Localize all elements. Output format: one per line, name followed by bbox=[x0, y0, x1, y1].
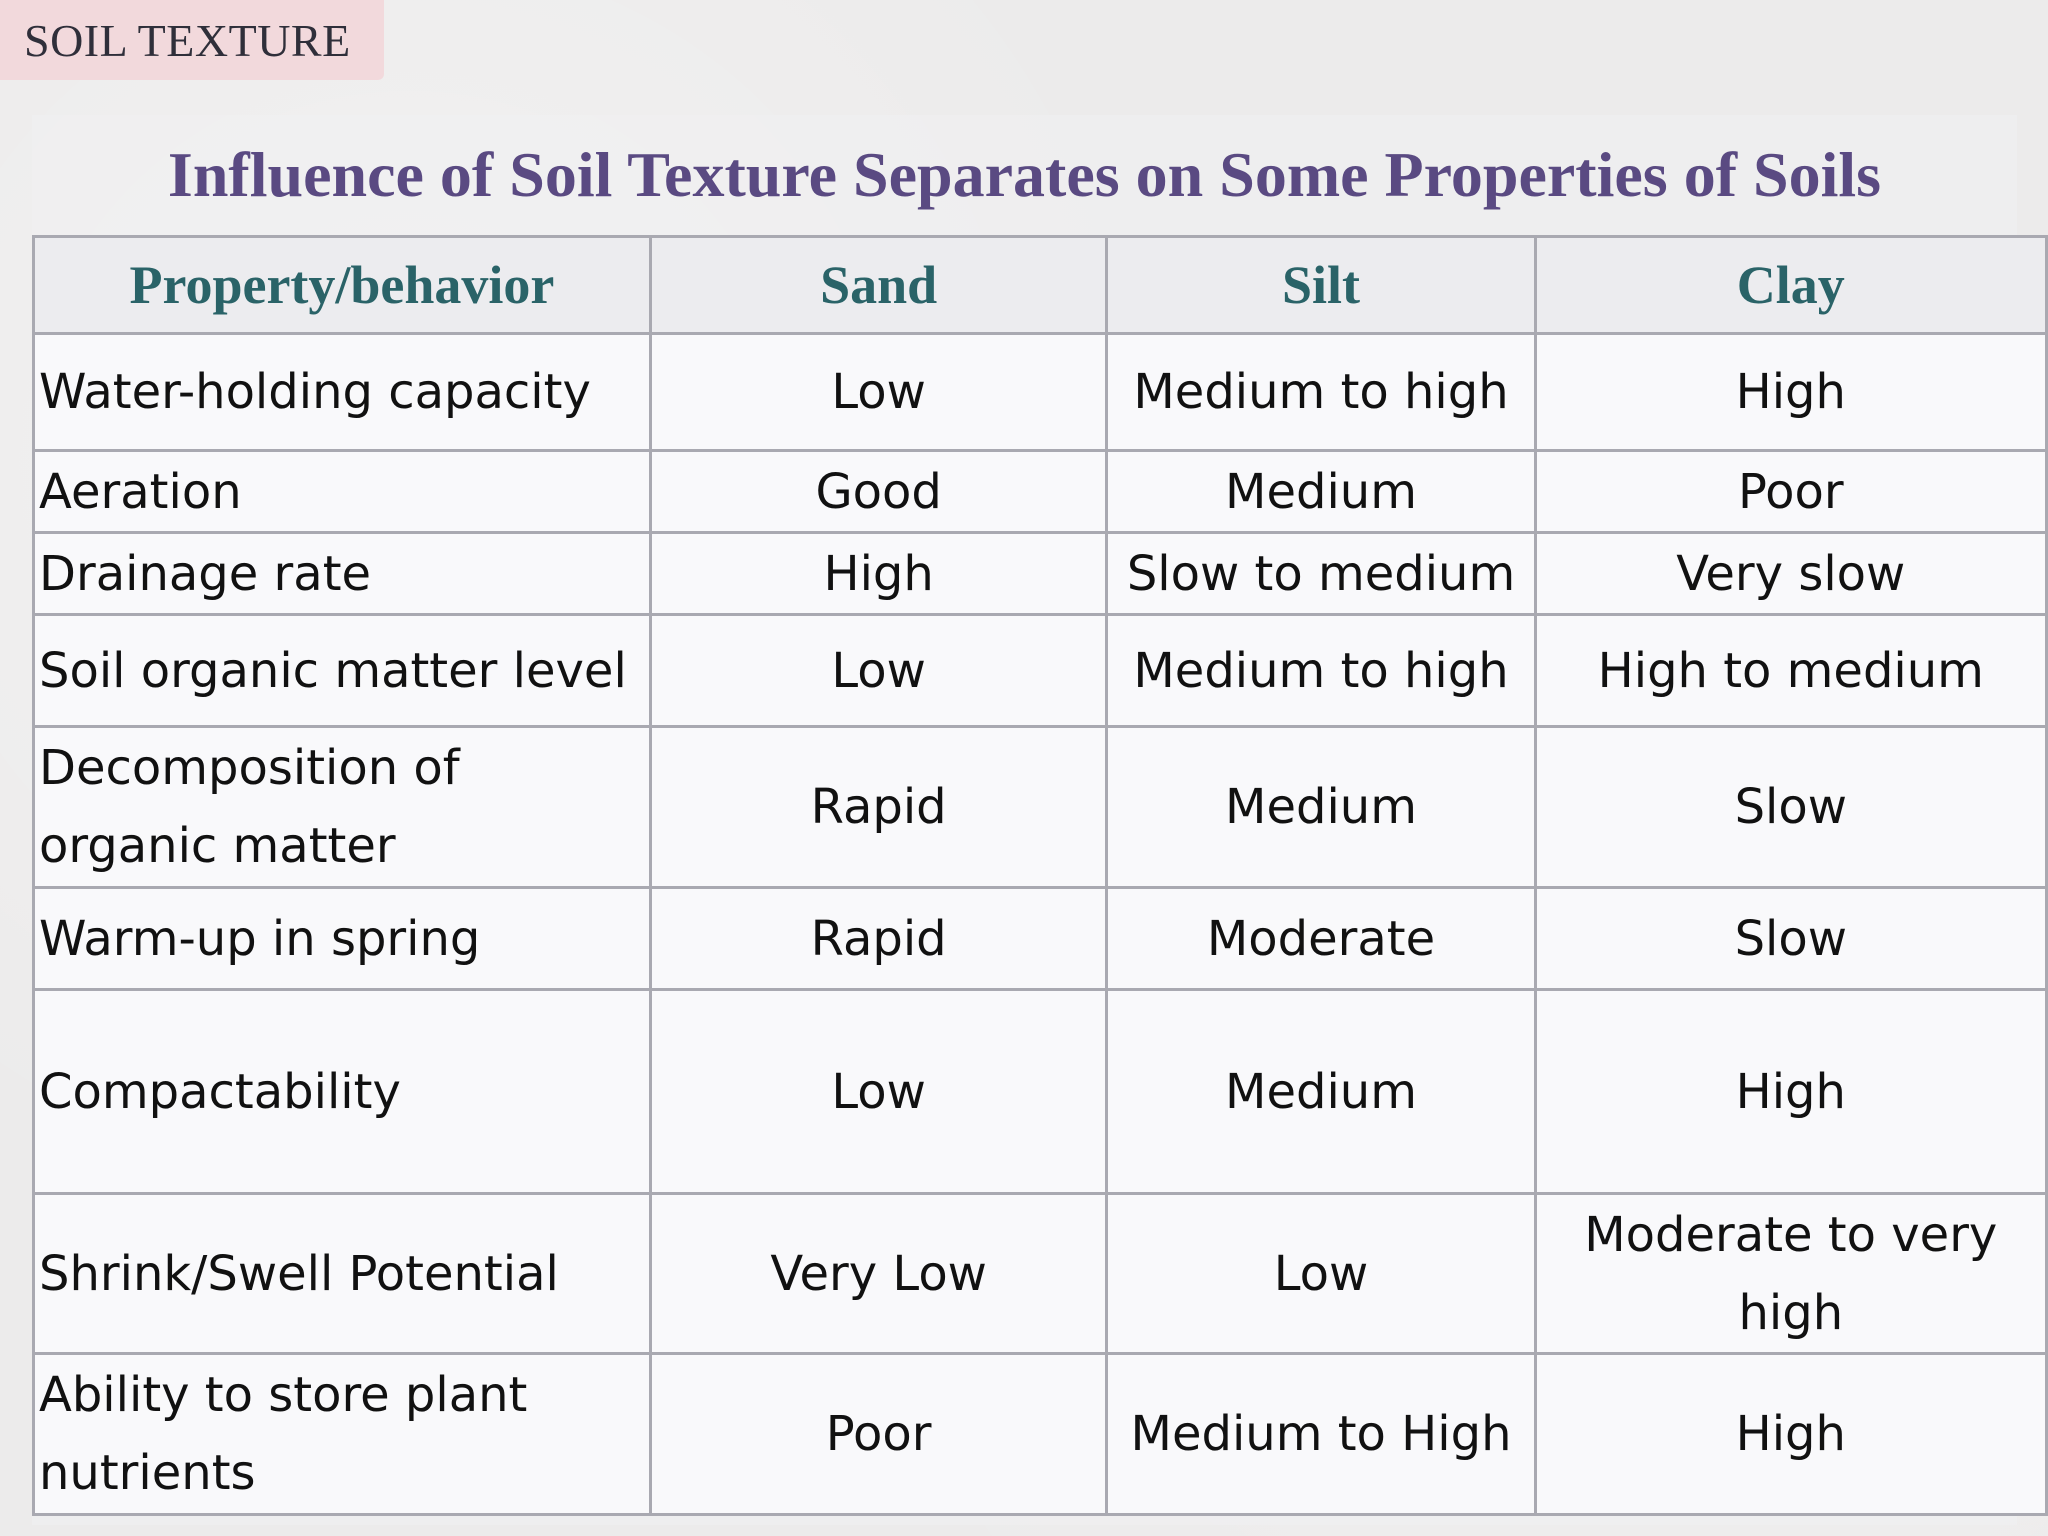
sand-cell: Very Low bbox=[648, 1192, 1109, 1355]
header-property: Property/behavior bbox=[32, 235, 652, 335]
table-row: Drainage rate High Slow to medium Very s… bbox=[32, 531, 2048, 616]
sand-cell: Low bbox=[648, 613, 1109, 728]
clay-cell: Slow bbox=[1533, 886, 2048, 991]
property-cell: Ability to store plant nutrients bbox=[32, 1352, 652, 1516]
silt-cell: Medium bbox=[1105, 449, 1537, 534]
table-header-row: Property/behavior Sand Silt Clay bbox=[32, 235, 2048, 335]
silt-cell: Moderate bbox=[1105, 886, 1537, 991]
slide-title: Influence of Soil Texture Separates on S… bbox=[167, 139, 1882, 210]
silt-cell: Medium to high bbox=[1105, 332, 1537, 452]
silt-cell: Low bbox=[1105, 1192, 1537, 1355]
table-row: Shrink/Swell Potential Very Low Low Mode… bbox=[32, 1192, 2048, 1355]
header-clay: Clay bbox=[1533, 235, 2048, 335]
clay-cell: Moderate to very high bbox=[1533, 1192, 2048, 1355]
clay-cell: Very slow bbox=[1533, 531, 2048, 616]
sand-cell: High bbox=[648, 531, 1109, 616]
clay-cell: High bbox=[1533, 332, 2048, 452]
header-sand: Sand bbox=[648, 235, 1109, 335]
table-row: Compactability Low Medium High bbox=[32, 988, 2048, 1195]
soil-properties-table: Property/behavior Sand Silt Clay Water-h… bbox=[32, 235, 2048, 1516]
property-cell: Shrink/Swell Potential bbox=[32, 1192, 652, 1355]
sand-cell: Low bbox=[648, 988, 1109, 1195]
clay-cell: High bbox=[1533, 988, 2048, 1195]
sand-cell: Low bbox=[648, 332, 1109, 452]
silt-cell: Medium to High bbox=[1105, 1352, 1537, 1516]
clay-cell: High bbox=[1533, 1352, 2048, 1516]
header-silt: Silt bbox=[1105, 235, 1537, 335]
clay-cell: Poor bbox=[1533, 449, 2048, 534]
sand-cell: Rapid bbox=[648, 725, 1109, 889]
property-cell: Soil organic matter level bbox=[32, 613, 652, 728]
table-row: Decomposition of organic matter Rapid Me… bbox=[32, 725, 2048, 889]
table-row: Ability to store plant nutrients Poor Me… bbox=[32, 1352, 2048, 1516]
section-tag: SOIL TEXTURE bbox=[0, 0, 384, 80]
silt-cell: Medium bbox=[1105, 988, 1537, 1195]
table-row: Aeration Good Medium Poor bbox=[32, 449, 2048, 534]
property-cell: Drainage rate bbox=[32, 531, 652, 616]
sand-cell: Rapid bbox=[648, 886, 1109, 991]
sand-cell: Good bbox=[648, 449, 1109, 534]
table-row: Soil organic matter level Low Medium to … bbox=[32, 613, 2048, 728]
silt-cell: Slow to medium bbox=[1105, 531, 1537, 616]
silt-cell: Medium bbox=[1105, 725, 1537, 889]
property-cell: Warm-up in spring bbox=[32, 886, 652, 991]
sand-cell: Poor bbox=[648, 1352, 1109, 1516]
table-row: Water-holding capacity Low Medium to hig… bbox=[32, 332, 2048, 452]
silt-cell: Medium to high bbox=[1105, 613, 1537, 728]
clay-cell: High to medium bbox=[1533, 613, 2048, 728]
property-cell: Aeration bbox=[32, 449, 652, 534]
clay-cell: Slow bbox=[1533, 725, 2048, 889]
table-row: Warm-up in spring Rapid Moderate Slow bbox=[32, 886, 2048, 991]
property-cell: Decomposition of organic matter bbox=[32, 725, 652, 889]
property-cell: Compactability bbox=[32, 988, 652, 1195]
property-cell: Water-holding capacity bbox=[32, 332, 652, 452]
